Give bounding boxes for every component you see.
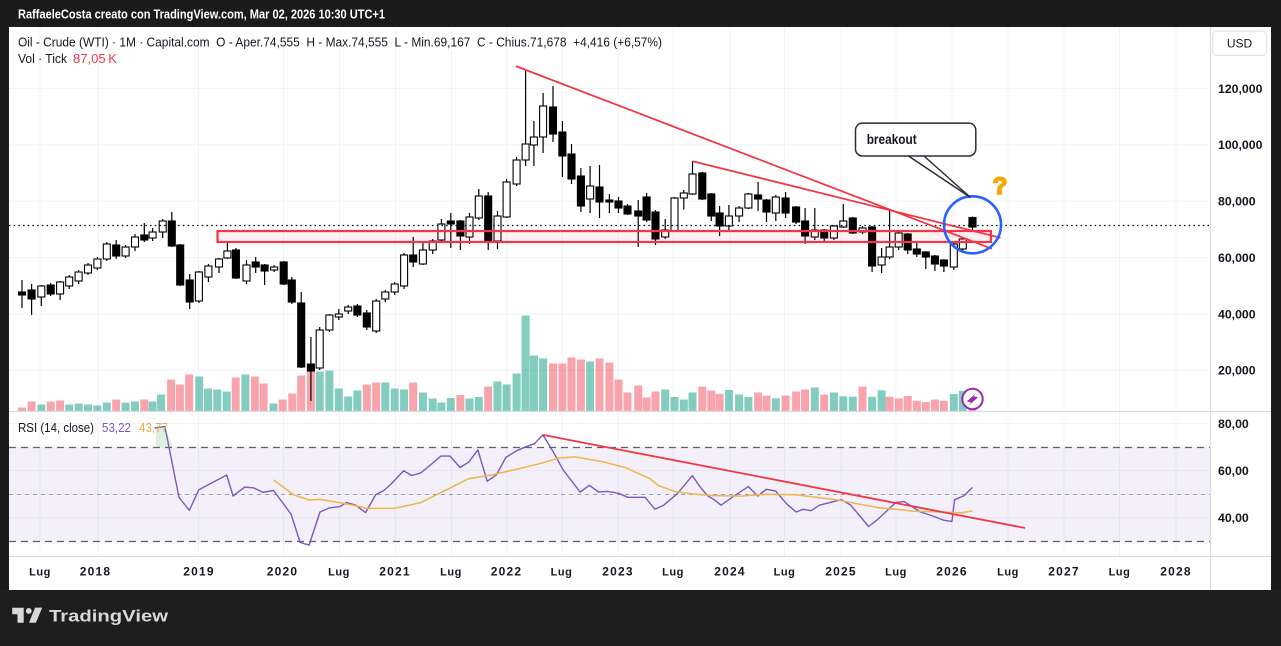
- svg-text:2024: 2024: [714, 565, 746, 579]
- svg-text:2020: 2020: [267, 565, 299, 579]
- svg-text:40,00: 40,00: [1218, 511, 1249, 525]
- svg-text:2025: 2025: [825, 565, 857, 579]
- svg-text:2027: 2027: [1048, 565, 1080, 579]
- svg-text:Vol · Tick: Vol · Tick: [18, 51, 67, 66]
- svg-text:Lug: Lug: [662, 567, 684, 579]
- svg-text:?: ?: [993, 173, 1008, 200]
- svg-text:2023: 2023: [602, 565, 634, 579]
- svg-text:RaffaeleCosta creato con Tradi: RaffaeleCosta creato con TradingView.com…: [18, 8, 385, 22]
- svg-text:Lug: Lug: [328, 567, 350, 579]
- svg-text:2026: 2026: [936, 565, 968, 579]
- svg-text:100,000: 100,000: [1218, 138, 1263, 152]
- svg-text:2019: 2019: [183, 565, 215, 579]
- svg-text:Lug: Lug: [774, 567, 796, 579]
- svg-text:Lug: Lug: [551, 567, 573, 579]
- svg-text:120,000: 120,000: [1218, 82, 1263, 96]
- svg-text:Lug: Lug: [29, 567, 51, 579]
- svg-text:20,000: 20,000: [1218, 364, 1256, 378]
- svg-text:breakout: breakout: [867, 132, 917, 147]
- svg-text:Lug: Lug: [440, 567, 462, 579]
- svg-text:80,00: 80,00: [1218, 417, 1249, 431]
- svg-text:43,77: 43,77: [139, 420, 168, 435]
- svg-text:Lug: Lug: [997, 567, 1019, 579]
- svg-text:2028: 2028: [1160, 565, 1192, 579]
- svg-text:40,000: 40,000: [1218, 307, 1256, 321]
- svg-text:60,000: 60,000: [1218, 251, 1256, 265]
- svg-text:53,22: 53,22: [102, 420, 131, 435]
- svg-text:RSI (14, close): RSI (14, close): [18, 420, 94, 435]
- svg-text:2021: 2021: [379, 565, 411, 579]
- svg-text:80,000: 80,000: [1218, 195, 1256, 209]
- svg-text:2022: 2022: [491, 565, 523, 579]
- svg-text:Oil - Crude (WTI) · 1M · Capit: Oil - Crude (WTI) · 1M · Capital.com O -…: [18, 35, 662, 50]
- svg-text:TradingView: TradingView: [49, 607, 169, 626]
- svg-text:2018: 2018: [80, 565, 112, 579]
- svg-text:87,05 K: 87,05 K: [73, 51, 117, 66]
- svg-text:Lug: Lug: [1109, 567, 1131, 579]
- svg-text:60,00: 60,00: [1218, 464, 1249, 478]
- svg-text:USD: USD: [1227, 37, 1253, 51]
- svg-text:Lug: Lug: [885, 567, 907, 579]
